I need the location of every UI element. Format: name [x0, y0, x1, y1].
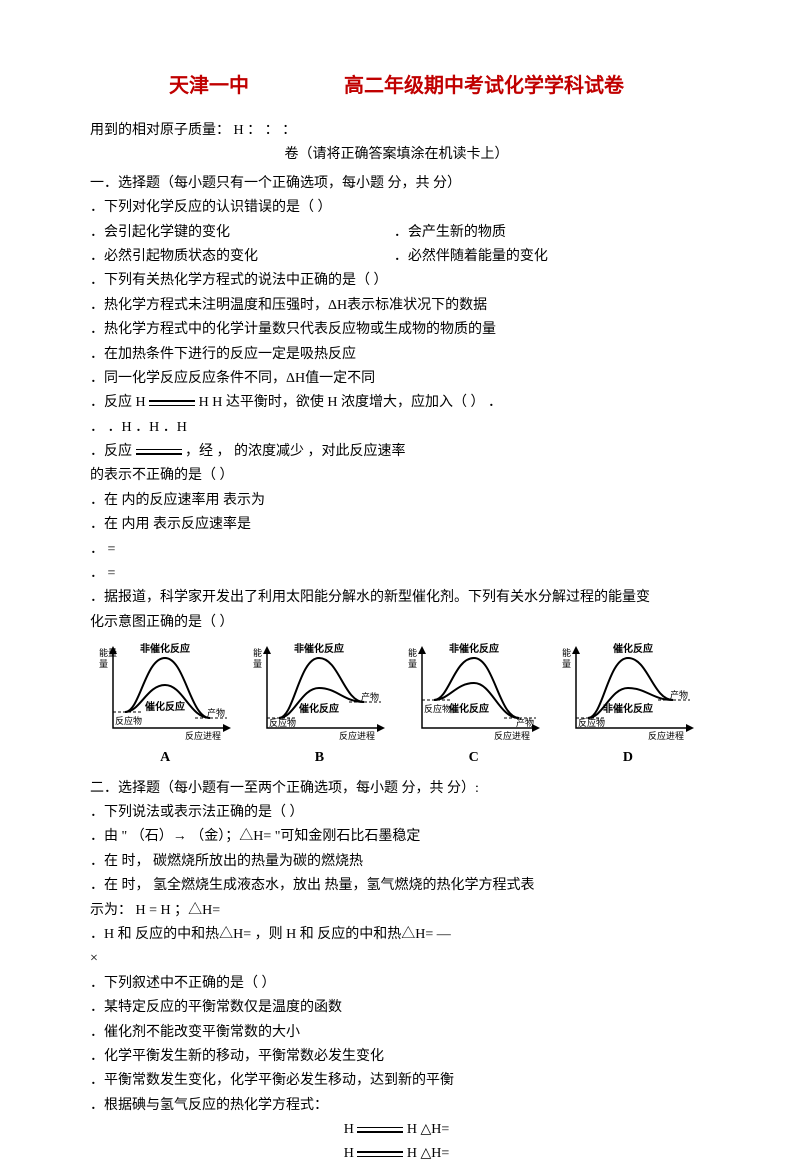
q1-opt-d: ．必然伴随着能量的变化 — [394, 246, 694, 268]
chart-c-svg: 能 量 反应进程 非催化反应 催化反应 反应物 产物 — [404, 640, 544, 745]
q8-eq2: H H △H= — [90, 1143, 703, 1165]
charts-row: 能量 量 反应进程 非催化反应 催化反应 反应物 产物 A 能 量 反应进程 非… — [90, 640, 703, 769]
q2-opt-a: ．热化学方程式未注明温度和压强时，ΔH表示标准状况下的数据 — [90, 295, 703, 317]
chart-a: 能量 量 反应进程 非催化反应 催化反应 反应物 产物 A — [90, 640, 240, 769]
sheet-note: 卷（请将正确答案填涂在机读卡上） — [90, 144, 703, 166]
q1-row1: ．会引起化学键的变化 ．会产生新的物质 — [90, 222, 703, 244]
svg-text:量: 量 — [99, 659, 108, 669]
q3-stem-left: ．反应 H — [90, 395, 149, 410]
q1-row2: ．必然引起物质状态的变化 ．必然伴随着能量的变化 — [90, 246, 703, 268]
atomic-mass-line: 用到的相对原子质量： H ： ： ： — [90, 120, 703, 142]
svg-text:产物: 产物 — [207, 707, 225, 718]
chart-a-label: A — [90, 747, 240, 769]
svg-text:量: 量 — [408, 659, 417, 669]
title-right: 高二年级期中考试化学学科试卷 — [344, 75, 624, 97]
q6-opt-d2: × — [90, 948, 703, 970]
q2-opt-c: ．在加热条件下进行的反应一定是吸热反应 — [90, 344, 703, 366]
svg-text:产物: 产物 — [516, 717, 534, 728]
svg-text:反应物: 反应物 — [578, 717, 605, 728]
q6-stem: ．下列说法或表示法正确的是（ ） — [90, 802, 703, 824]
chart-a-svg: 能量 量 反应进程 非催化反应 催化反应 反应物 产物 — [95, 640, 235, 745]
svg-text:反应物: 反应物 — [115, 715, 142, 726]
q2-opt-b: ．热化学方程式中的化学计量数只代表反应物或生成物的物质的量 — [90, 319, 703, 341]
q7-opt-a: ．某特定反应的平衡常数仅是温度的函数 — [90, 997, 703, 1019]
svg-text:反应进程: 反应进程 — [339, 730, 375, 741]
q7-stem: ．下列叙述中不正确的是（ ） — [90, 973, 703, 995]
q5-stem-2: 化示意图正确的是（ ） — [90, 612, 703, 634]
svg-text:量: 量 — [562, 659, 571, 669]
q2-stem: ．下列有关热化学方程式的说法中正确的是（ ） — [90, 270, 703, 292]
chart-b-svg: 能 量 反应进程 非催化反应 催化反应 反应物 产物 — [249, 640, 389, 745]
chart-d-bottom-label: 非催化反应 — [603, 702, 653, 715]
q1-opt-b: ．会产生新的物质 — [394, 222, 694, 244]
q1-stem: ．下列对化学反应的认识错误的是（ ） — [90, 197, 703, 219]
q1-opt-a: ．会引起化学键的变化 — [90, 222, 390, 244]
chart-d-svg: 能 量 反应进程 催化反应 非催化反应 反应物 产物 — [558, 640, 698, 745]
svg-text:产物: 产物 — [361, 691, 379, 702]
chart-d: 能 量 反应进程 催化反应 非催化反应 反应物 产物 D — [553, 640, 703, 769]
section1-heading: 一．选择题（每小题只有一个正确选项，每小题 分，共 分） — [90, 173, 703, 195]
q8-stem: ．根据碘与氢气反应的热化学方程式： — [90, 1095, 703, 1117]
x-axis-label: 反应进程 — [185, 730, 221, 741]
chart-d-label: D — [553, 747, 703, 769]
equilibrium-arrow-icon — [149, 398, 195, 408]
q3-opts: ． ．H ．H ．H — [90, 417, 703, 439]
svg-text:反应物: 反应物 — [424, 703, 451, 714]
title-left: 天津一中 — [169, 75, 249, 97]
chart-c-top-label: 非催化反应 — [449, 642, 499, 655]
q4-opt-a: ．在 内的反应速率用 表示为 — [90, 490, 703, 512]
chart-c: 能 量 反应进程 非催化反应 催化反应 反应物 产物 C — [399, 640, 549, 769]
chart-a-bottom-label: 催化反应 — [145, 700, 185, 713]
q4-opt-d: ． = — [90, 563, 703, 585]
chart-d-top-label: 催化反应 — [613, 642, 653, 655]
q8-eq2-right: H △H= — [407, 1146, 449, 1161]
q4-opt-b: ．在 内用 表示反应速率是 — [90, 514, 703, 536]
svg-text:量: 量 — [253, 659, 262, 669]
q6-opt-a: ．由 " （石）→ （金）；△H= "可知金刚石比石墨稳定 — [90, 826, 703, 848]
q7-opt-b: ．催化剂不能改变平衡常数的大小 — [90, 1022, 703, 1044]
chart-c-label: C — [399, 747, 549, 769]
q6-opt-c2: 示为： H = H ；△H= — [90, 900, 703, 922]
equilibrium-arrow-icon — [357, 1125, 403, 1135]
q4-stem-right: ，经 ， 的浓度减少 ，对此反应速率 — [185, 444, 406, 459]
q4-opt-c: ． = — [90, 539, 703, 561]
chart-c-bottom-label: 催化反应 — [449, 702, 489, 715]
q8-eq2-left: H — [344, 1146, 358, 1161]
chart-b: 能 量 反应进程 非催化反应 催化反应 反应物 产物 B — [244, 640, 394, 769]
q7-opt-c: ．化学平衡发生新的移动，平衡常数必发生变化 — [90, 1046, 703, 1068]
equilibrium-arrow-icon — [357, 1149, 403, 1159]
q8-eq1-right: H △H= — [407, 1122, 449, 1137]
svg-text:能: 能 — [562, 647, 571, 658]
svg-text:反应进程: 反应进程 — [648, 730, 684, 741]
q6-opt-d1: ．H 和 反应的中和热△H= ，则 H 和 反应的中和热△H= — — [90, 924, 703, 946]
q6-opt-b: ．在 时， 碳燃烧所放出的热量为碳的燃烧热 — [90, 851, 703, 873]
q3-stem: ．反应 H H H 达平衡时，欲使 H 浓度增大，应加入（ ） ． — [90, 392, 703, 414]
q3-stem-right: H H 达平衡时，欲使 H 浓度增大，应加入（ ） ． — [199, 395, 502, 410]
q4-stem: ．反应 ，经 ， 的浓度减少 ，对此反应速率 — [90, 441, 703, 463]
svg-text:反应进程: 反应进程 — [494, 730, 530, 741]
svg-text:能: 能 — [408, 647, 417, 658]
svg-text:产物: 产物 — [670, 689, 688, 700]
svg-text:能: 能 — [253, 647, 262, 658]
page-title: 天津一中 高二年级期中考试化学学科试卷 — [90, 70, 703, 102]
chart-a-top-label: 非催化反应 — [140, 642, 190, 655]
equilibrium-arrow-icon — [136, 447, 182, 457]
chart-b-label: B — [244, 747, 394, 769]
chart-b-bottom-label: 催化反应 — [299, 702, 339, 715]
q4-stem-left: ．反应 — [90, 444, 136, 459]
y-axis-label: 能量 — [99, 647, 117, 658]
q1-opt-c: ．必然引起物质状态的变化 — [90, 246, 390, 268]
chart-b-top-label: 非催化反应 — [294, 642, 344, 655]
q6-opt-c1: ．在 时， 氢全燃烧生成液态水，放出 热量，氢气燃烧的热化学方程式表 — [90, 875, 703, 897]
q8-eq1-left: H — [344, 1122, 358, 1137]
q7-opt-d: ．平衡常数发生变化，化学平衡必发生移动，达到新的平衡 — [90, 1070, 703, 1092]
svg-text:反应物: 反应物 — [269, 717, 296, 728]
section2-heading: 二．选择题（每小题有一至两个正确选项，每小题 分，共 分）: — [90, 778, 703, 800]
q2-opt-d: ．同一化学反应反应条件不同，ΔH值一定不同 — [90, 368, 703, 390]
q4-stem-tail: 的表示不正确的是（ ） — [90, 465, 703, 487]
q5-stem-1: ．据报道，科学家开发出了利用太阳能分解水的新型催化剂。下列有关水分解过程的能量变 — [90, 587, 703, 609]
q8-eq1: H H △H= — [90, 1119, 703, 1141]
